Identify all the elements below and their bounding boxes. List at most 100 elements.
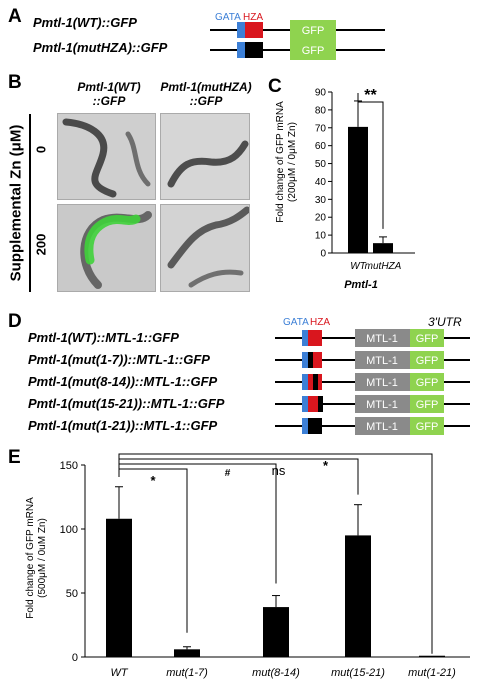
col-header-muthza-line1: Pmtl-1(mutHZA) [160,80,252,94]
worm-wt-200 [80,211,152,289]
chart-c-ylabel-line1: Fold change of GFP mRNA [275,101,286,223]
gfp-box [410,351,444,369]
worm-wt-0 [62,118,151,198]
mut-box [308,418,322,434]
construct-a-muthza: Pmtl-1(mutHZA)::GFP [33,40,168,55]
utr-label: 3'UTR [428,315,462,329]
chart-c: Fold change of GFP mRNA (200μM / 0μM Zn)… [275,87,415,291]
chart-c-xtick-label: WT [350,261,366,272]
gfp-label: GFP [416,399,439,411]
chart-c-ylabel: Fold change of GFP mRNA (200μM / 0μM Zn) [275,101,298,223]
mut-box [313,374,318,390]
construct-d-mut-1-21: Pmtl-1(mut(1-21))::MTL-1::GFP [28,418,218,433]
chart-c-ytick-label: 40 [315,177,327,188]
worm-muthza-200 [167,206,249,288]
chart-c-bar [373,243,393,253]
chart-e-xtick-label: WT [110,667,128,679]
micrograph-wt-200 [57,204,156,292]
chart-e-plot: 0 50 100 150 WT mut(1-7) mut(8-14) mut(15-21) mu… [60,453,470,679]
hza-box [308,330,322,346]
gata-box [302,352,308,368]
row-axis-label: Supplemental Zn (μM) [3,114,29,292]
construct-d-mut-1-7: Pmtl-1(mut(1-7))::MTL-1::GFP [28,352,210,367]
gfp-label-mut: GFP [302,45,325,57]
panel-b-letter: B [8,72,22,93]
row-axis-label-text: Supplemental Zn (μM) [7,124,25,282]
row-label-200: 200 [33,233,49,256]
col-header-wt: Pmtl-1(WT) ::GFP [64,80,154,108]
chart-c-group-label: Pmtl-1 [344,279,378,291]
gfp-box [410,373,444,391]
hza-box-mut [245,42,263,58]
mtl-label: MTL-1 [366,333,398,345]
chart-c-ytick-label: 90 [315,88,327,99]
mtl-label: MTL-1 [366,377,398,389]
hza-box [308,396,318,412]
chart-e-xtick-label: mut(1-21) [408,667,456,679]
construct-row-mut-1-21: MTL-1 GFP [275,417,470,435]
panel-d-letter: D [8,311,22,332]
chart-c-ylabel-line2: (200μM / 0μM Zn) [287,122,298,202]
chart-e-bar [263,607,289,657]
gfp-box-mut [290,40,336,60]
mtl-label: MTL-1 [366,399,398,411]
row-label-0: 0 [33,145,49,154]
row-axis-line [29,114,31,292]
chart-e-significance-bracket [118,463,277,584]
chart-e-xtick-label: mut(1-7) [166,667,208,679]
chart-e-significance-bracket [118,468,188,633]
chart-e-bar [345,535,371,657]
col-header-muthza-line2: ::GFP [189,94,223,108]
mut-box [318,396,323,412]
chart-e-significance-bracket [118,453,433,654]
mtl-label: MTL-1 [366,355,398,367]
chart-e-ylabel: Fold change of GFP mRNA (500μM / 0uM Zn) [25,497,48,619]
chart-c-ytick-label: 0 [320,249,326,260]
gata-box [302,374,308,390]
chart-e-bar [174,649,200,657]
col-header-muthza: Pmtl-1(mutHZA) ::GFP [150,80,262,108]
hza-box-wt [245,22,263,38]
gata-box [302,396,308,412]
micrograph-muthza-0 [160,113,250,200]
gata-label-a: GATA [215,12,241,23]
gfp-label-wt: GFP [302,25,325,37]
mtl-box [355,395,410,413]
chart-c-ytick-label: 10 [315,231,327,242]
col-header-wt-line1: Pmtl-1(WT) [77,80,141,94]
construct-d-mut-15-21: Pmtl-1(mut(15-21))::MTL-1::GFP [28,396,225,411]
gata-label-d: GATA [283,317,309,328]
micrograph-muthza-200 [160,204,250,292]
chart-e-ytick-label: 0 [72,652,78,664]
chart-e-significance-bracket [118,458,359,495]
construct-d-mut-8-14: Pmtl-1(mut(8-14))::MTL-1::GFP [28,374,218,389]
mtl-box [355,373,410,391]
gfp-label: GFP [416,377,439,389]
hza-box [313,352,322,368]
chart-e-significance-label: * [323,458,329,473]
chart-c-ytick-label: 50 [315,159,327,170]
chart-e-ytick-label: 50 [66,588,78,600]
chart-e: Fold change of GFP mRNA (500μM / 0uM Zn)… [25,453,470,679]
chart-c-xtick-label: mutHZA [365,261,402,272]
micrograph-wt-0 [57,113,156,200]
construct-a-wt: Pmtl-1(WT)::GFP [33,15,137,30]
gfp-box [410,395,444,413]
gfp-box-wt [290,20,336,40]
hza-label-a: HZA [243,12,263,23]
chart-c-ytick-label: 70 [315,123,327,134]
gfp-box [410,329,444,347]
chart-c-significance-bracket [357,92,384,229]
construct-d-wt: Pmtl-1(WT)::MTL-1::GFP [28,330,179,345]
worm-muthza-0 [167,140,249,188]
chart-e-xtick-label: mut(8-14) [252,667,300,679]
chart-e-bar [419,655,445,657]
hza-box [308,374,313,390]
mtl-box [355,417,410,435]
gfp-label: GFP [416,355,439,367]
chart-e-significance-label: * [150,473,156,488]
chart-c-bar [348,126,368,253]
chart-c-ytick-label: 60 [315,141,327,152]
mtl-box [355,351,410,369]
mtl-label: MTL-1 [366,421,398,433]
